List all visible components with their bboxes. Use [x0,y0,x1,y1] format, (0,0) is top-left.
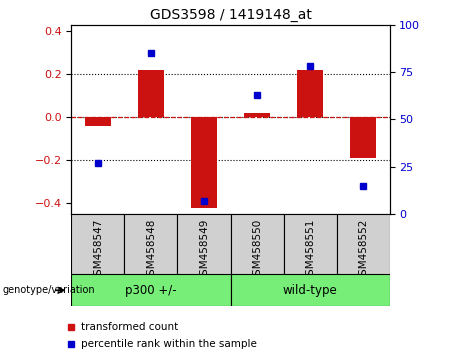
Text: GSM458552: GSM458552 [358,219,368,282]
Bar [85,117,111,126]
Bar [124,214,177,274]
Bar [350,117,376,158]
Bar [71,214,124,274]
Bar [191,117,217,208]
Bar [177,214,230,274]
Text: percentile rank within the sample: percentile rank within the sample [81,339,257,349]
Bar [138,70,164,117]
Text: GSM458548: GSM458548 [146,219,156,282]
Bar [337,214,390,274]
Bar [230,274,390,306]
Text: GSM458549: GSM458549 [199,219,209,282]
Bar [71,274,230,306]
Bar [244,113,270,117]
Text: GSM458550: GSM458550 [252,219,262,282]
Text: transformed count: transformed count [81,322,178,332]
Text: GSM458551: GSM458551 [305,219,315,282]
Title: GDS3598 / 1419148_at: GDS3598 / 1419148_at [149,8,312,22]
Text: wild-type: wild-type [283,284,337,297]
Text: GSM458547: GSM458547 [93,219,103,282]
Text: p300 +/-: p300 +/- [125,284,177,297]
Bar [230,214,284,274]
Bar [297,70,323,117]
Bar [284,214,337,274]
Text: genotype/variation: genotype/variation [2,285,95,295]
